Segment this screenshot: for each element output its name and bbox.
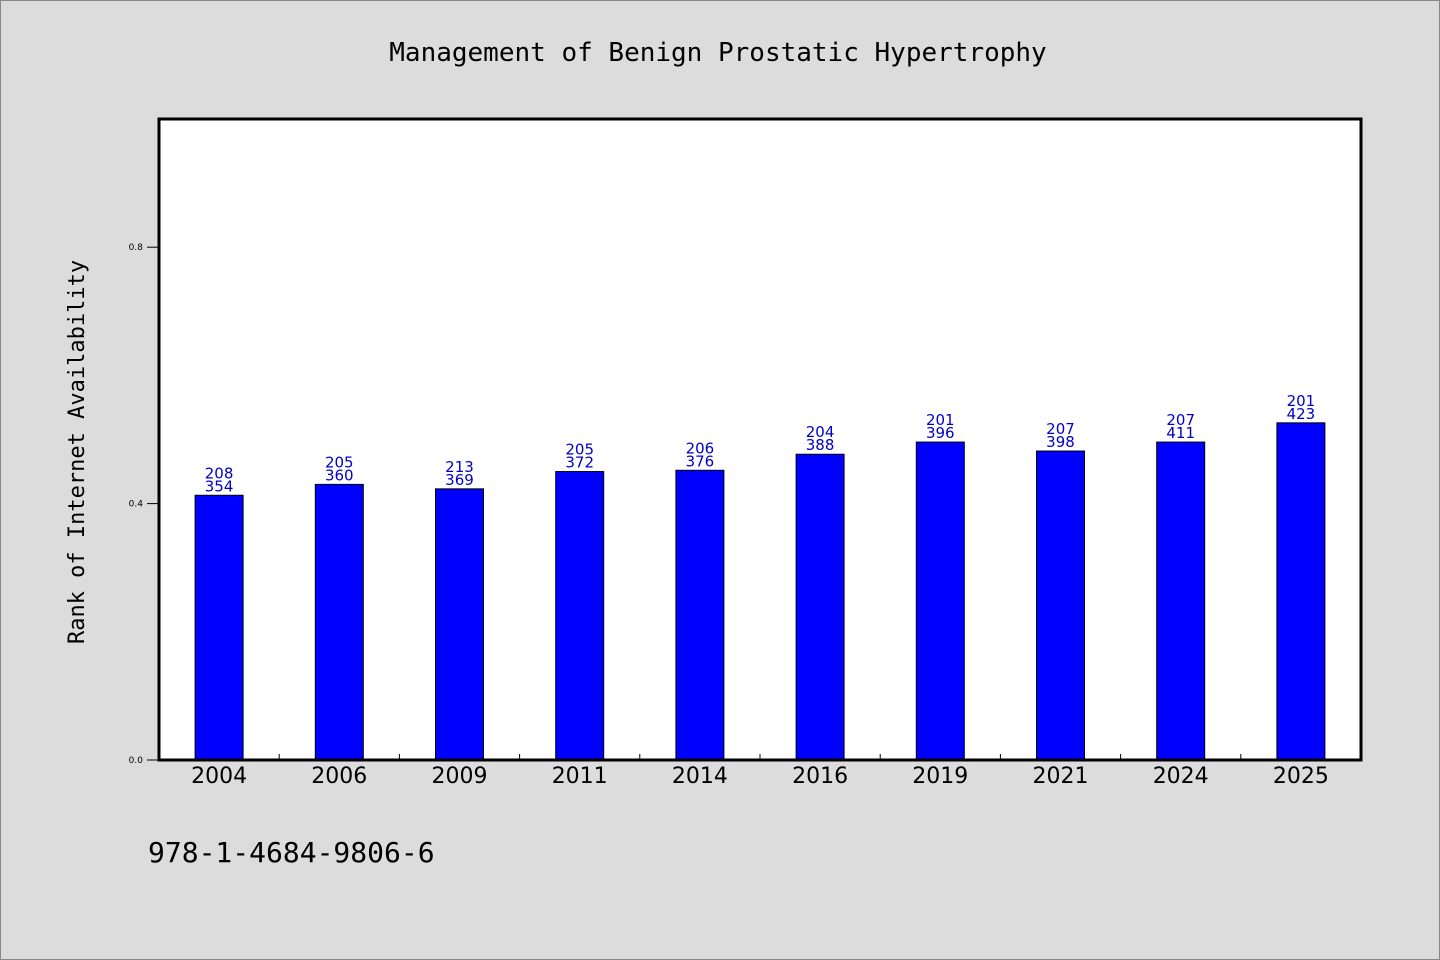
bar-2025 xyxy=(1276,422,1326,761)
bar-data-label: 372 xyxy=(565,454,594,472)
bar-data-label: 423 xyxy=(1287,405,1316,423)
x-tick-label: 2024 xyxy=(1153,764,1209,789)
y-tick-label: 0.8 xyxy=(129,243,144,253)
bar-2019 xyxy=(915,441,965,761)
bar-2014 xyxy=(675,469,725,761)
bar-2004 xyxy=(194,494,244,761)
x-tick-label: 2009 xyxy=(432,764,488,789)
bar-data-label: 354 xyxy=(205,477,234,495)
bar-2016 xyxy=(795,453,845,761)
x-tick-label: 2004 xyxy=(191,764,247,789)
y-tick-label: 0.4 xyxy=(129,500,144,510)
x-axis: 2004 2006 2009 2011 2014 2016 2019 2021 2024 2025 xyxy=(191,754,1329,789)
bar-data-label: 207 xyxy=(1046,420,1075,438)
bar-data-label: 398 xyxy=(1046,433,1075,451)
bar-2009 xyxy=(435,488,484,761)
bars-layer xyxy=(194,422,1326,761)
bar-2006 xyxy=(314,483,364,761)
plot-border xyxy=(157,117,1363,762)
bar-data-label: 207 xyxy=(1166,411,1195,429)
y-tick-label: 0.0 xyxy=(129,756,144,766)
bar-data-label: 388 xyxy=(806,436,835,454)
bar-data-label: 411 xyxy=(1166,424,1195,442)
bar-data-label: 376 xyxy=(686,452,715,470)
y-axis: 0.0 0.4 0.8 xyxy=(129,243,159,766)
isbn-footnote: 978-1-4684-9806-6 xyxy=(148,836,435,869)
x-tick-label: 2006 xyxy=(311,764,367,789)
x-tick-label: 2011 xyxy=(552,764,608,789)
x-tick-label: 2019 xyxy=(912,764,968,789)
chart-title: Management of Benign Prostatic Hypertrop… xyxy=(389,38,1046,68)
x-tick-label: 2021 xyxy=(1033,764,1089,789)
bar-data-label: 213 xyxy=(445,458,474,476)
bar-data-label: 205 xyxy=(325,453,354,471)
bar-data-label: 205 xyxy=(565,441,594,459)
x-tick-label: 2014 xyxy=(672,764,728,789)
bar-data-label: 369 xyxy=(445,471,474,489)
bar-2024 xyxy=(1156,441,1206,761)
bar-data-label: 201 xyxy=(926,411,955,429)
x-tick-label: 2025 xyxy=(1273,764,1329,789)
bar-data-label: 208 xyxy=(205,464,234,482)
bar-data-label: 360 xyxy=(325,466,354,484)
bar-2011 xyxy=(555,471,605,761)
bar-2021 xyxy=(1036,450,1085,761)
x-tick-label: 2016 xyxy=(792,764,848,789)
y-axis-label: Rank of Internet Availability xyxy=(65,260,90,644)
bar-data-label: 396 xyxy=(926,424,955,442)
bar-data-label: 206 xyxy=(686,439,715,457)
bar-data-label: 204 xyxy=(806,423,835,441)
bar-data-label: 201 xyxy=(1287,392,1316,410)
